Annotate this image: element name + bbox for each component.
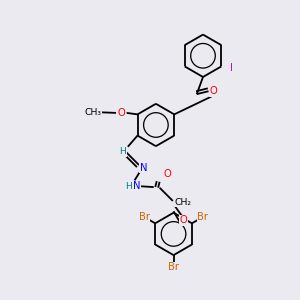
Text: O: O (179, 215, 187, 225)
Text: N: N (140, 163, 147, 173)
Text: O: O (209, 86, 217, 96)
Text: N: N (133, 181, 141, 191)
Text: CH₂: CH₂ (175, 198, 192, 207)
Text: H: H (125, 182, 132, 191)
Text: I: I (230, 63, 233, 73)
Text: O: O (164, 169, 172, 179)
Text: Br: Br (168, 262, 179, 272)
Text: CH₃: CH₃ (85, 108, 102, 117)
Text: Br: Br (197, 212, 208, 222)
Text: O: O (118, 108, 125, 118)
Text: Br: Br (139, 212, 150, 222)
Text: H: H (119, 147, 126, 156)
